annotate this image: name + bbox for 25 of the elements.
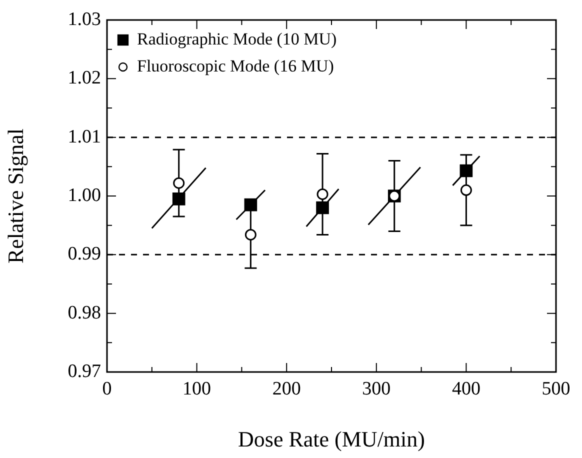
y-tick-label: 1.02: [68, 68, 101, 89]
y-tick-label: 0.98: [68, 302, 101, 324]
point: [316, 188, 328, 200]
point: [244, 198, 258, 212]
x-tick-label: 200: [272, 378, 301, 400]
y-tick-label: 1.01: [68, 126, 101, 148]
x-tick-label: 400: [452, 378, 480, 400]
point: [460, 164, 473, 178]
y-tick-label: 1.00: [68, 184, 101, 206]
x-tick-label: 0: [102, 378, 112, 400]
y-tick-label: 0.97: [68, 360, 101, 382]
point: [244, 228, 256, 240]
legend-label: Fluoroscopic Mode (16 MU): [137, 56, 334, 76]
point: [173, 177, 185, 189]
legend-label: Radiographic Mode (10 MU): [137, 29, 337, 48]
x-tick-label: 500: [542, 378, 570, 400]
point: [172, 192, 186, 206]
x-tick-label: 300: [362, 378, 391, 400]
y-axis-title: Relative Signal: [2, 128, 28, 264]
y-tick-label: 0.99: [68, 244, 101, 265]
x-axis-title: Dose Rate (MU/min): [238, 426, 425, 452]
x-tick-label: 100: [182, 378, 212, 400]
point: [460, 184, 472, 196]
y-tick-label: 1.03: [68, 8, 101, 30]
point: [316, 201, 329, 214]
